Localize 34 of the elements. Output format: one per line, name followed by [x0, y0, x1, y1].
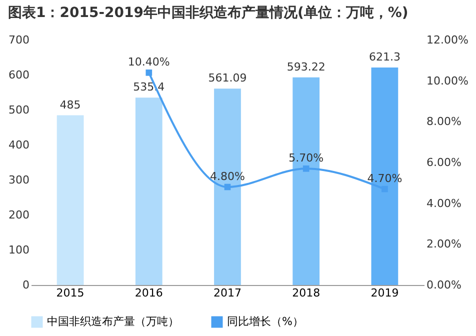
x-tick-label: 2017	[214, 286, 242, 300]
x-tick-label: 2016	[134, 286, 163, 300]
y2-tick-label: 4.00%	[426, 196, 462, 210]
data-label: 561.09	[208, 72, 247, 85]
x-tick-label: 2019	[370, 286, 399, 300]
y-tick-label: 100	[8, 244, 30, 256]
y2-tick-label: 12.00%	[426, 34, 468, 46]
y-tick-label: 600	[8, 68, 30, 82]
data-label: 485	[60, 98, 81, 112]
y2-tick-label: 10.00%	[426, 74, 468, 88]
y2-tick-label: 0.00%	[426, 278, 462, 292]
y-tick-label: 0	[22, 278, 30, 292]
y-tick-label: 200	[8, 208, 30, 222]
point	[302, 165, 310, 172]
y-tick-label: 300	[8, 174, 30, 186]
data-label: 593.22	[286, 60, 326, 74]
legend-label: 中国非织造布产量（万吨）	[47, 315, 179, 328]
data-label: 621.3	[368, 50, 400, 64]
point	[224, 184, 231, 190]
y2-tick-label: 2.00%	[426, 238, 462, 251]
legend-label: 同比增长（%）	[227, 315, 304, 328]
bar	[135, 98, 162, 285]
bar	[56, 115, 84, 285]
y-tick-label: 400	[8, 138, 30, 152]
data-label: 10.40%	[128, 56, 170, 69]
y-tick-label: 700	[8, 34, 30, 46]
data-label: 4.80%	[210, 170, 245, 183]
x-tick-label: 2018	[292, 286, 320, 300]
chart-title: 图表1：2015-2019年中国非织造布产量情况(单位：万吨，%)	[8, 4, 408, 21]
y2-tick-label: 6.00%	[426, 156, 462, 169]
y2-tick-label: 8.00%	[426, 115, 462, 128]
y-tick-label: 500	[8, 104, 30, 116]
x-tick-label: 2015	[56, 286, 84, 300]
point	[146, 70, 152, 76]
